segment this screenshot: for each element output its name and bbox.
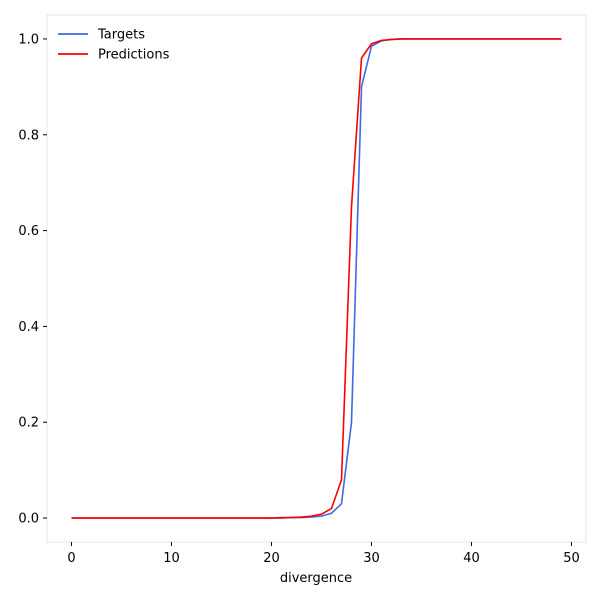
y-tick-label: 0.2 [18, 416, 39, 431]
plot-area-frame [46, 14, 587, 543]
x-axis-ticks: 0 10 20 30 40 50 [67, 542, 580, 566]
series-line-predictions [71, 38, 562, 519]
legend-label-predictions: Predictions [98, 48, 170, 63]
legend: Targets Predictions [58, 28, 170, 63]
x-tick-label: 30 [363, 551, 380, 566]
x-tick-label: 10 [163, 551, 180, 566]
x-tick-label: 40 [463, 551, 480, 566]
y-tick-label: 0.8 [18, 128, 39, 143]
legend-label-targets: Targets [97, 28, 145, 43]
x-axis-label: divergence [280, 571, 352, 586]
x-tick-label: 0 [67, 551, 75, 566]
y-tick-label: 1.0 [18, 32, 39, 47]
y-tick-label: 0.0 [18, 512, 39, 527]
series-layer [71, 38, 562, 519]
y-tick-label: 0.4 [18, 320, 39, 335]
y-tick-label: 0.6 [18, 224, 39, 239]
series-line-targets [71, 38, 562, 519]
x-tick-label: 20 [263, 551, 280, 566]
x-tick-label: 50 [563, 551, 580, 566]
y-axis-ticks: 0.0 0.2 0.4 0.6 0.8 1.0 [18, 32, 47, 527]
